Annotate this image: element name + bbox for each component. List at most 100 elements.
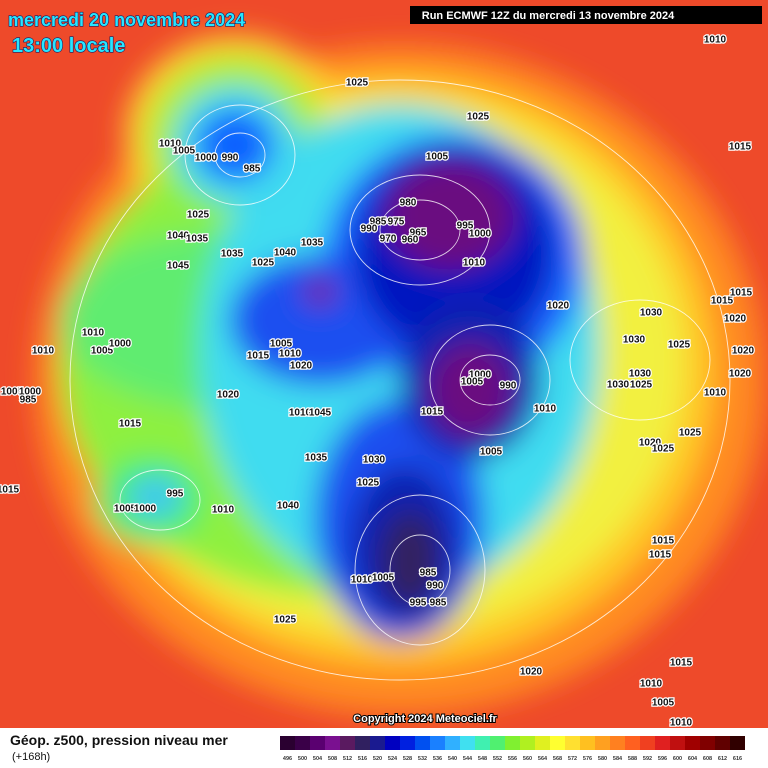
pressure-label: 1010	[640, 679, 663, 690]
colorbar-label: 504	[313, 756, 323, 762]
pressure-label: 1025	[346, 78, 369, 89]
colorbar-swatch	[430, 736, 445, 750]
pressure-label: 1040	[274, 248, 297, 259]
colorbar-label: 588	[628, 756, 637, 762]
pressure-label: 1000	[109, 339, 132, 350]
pressure-label: 1025	[652, 444, 675, 455]
pressure-label: 1015	[711, 296, 734, 307]
colorbar-label: 544	[463, 756, 473, 762]
colorbar-label: 568	[553, 756, 562, 762]
run-info: Run ECMWF 12Z du mercredi 13 novembre 20…	[422, 10, 675, 22]
pressure-label: 1015	[649, 550, 672, 561]
pressure-label: 1010	[704, 388, 727, 399]
pressure-label: 975	[388, 217, 405, 228]
pressure-label: 990	[427, 581, 444, 592]
legend-title: Géop. z500, pression niveau mer	[10, 732, 228, 748]
pressure-label: 1025	[630, 380, 653, 391]
colorbar-swatch	[355, 736, 370, 750]
pressure-label: 990	[222, 153, 239, 164]
pressure-label: 985	[430, 598, 447, 609]
pressure-label: 1010	[289, 408, 312, 419]
pressure-label: 1035	[186, 234, 209, 245]
pressure-label: 1005	[372, 573, 395, 584]
colorbar-label: 540	[448, 756, 457, 762]
pressure-label: 1035	[301, 238, 324, 249]
colorbar-swatch	[625, 736, 640, 750]
colorbar-label: 532	[418, 756, 427, 762]
pressure-label: 1035	[305, 453, 328, 464]
colorbar-swatch	[325, 736, 340, 750]
colorbar-swatch	[460, 736, 475, 750]
pressure-label: 1010	[82, 328, 105, 339]
legend-subtitle: (+168h)	[12, 751, 50, 763]
pressure-label: 1015	[670, 658, 693, 669]
pressure-label: 1015	[119, 419, 142, 430]
pressure-label: 985	[420, 568, 437, 579]
colorbar-label: 500	[298, 756, 307, 762]
colorbar-label: 584	[613, 756, 623, 762]
pressure-label: 1005	[426, 152, 449, 163]
colorbar: 496 500 504 508 512 516 520 524 528 532 536 540 544 5…	[280, 736, 745, 762]
colorbar-swatch	[565, 736, 580, 750]
colorbar-swatch	[730, 736, 745, 750]
title-time: 13:00 locale	[12, 35, 125, 57]
pressure-label: 1005	[114, 504, 137, 515]
colorbar-swatch	[535, 736, 550, 750]
colorbar-label: 564	[538, 756, 548, 762]
pressure-label: 1010	[212, 505, 235, 516]
colorbar-swatch	[415, 736, 430, 750]
colorbar-swatch	[280, 736, 295, 750]
pressure-label: 995	[410, 598, 427, 609]
colorbar-label: 552	[493, 756, 502, 762]
colorbar-label: 592	[643, 756, 652, 762]
pressure-label: 980	[400, 198, 417, 209]
pressure-label: 1035	[221, 249, 244, 260]
colorbar-swatch	[295, 736, 310, 750]
pressure-label: 1000	[19, 387, 42, 398]
pressure-label: 1000	[469, 370, 492, 381]
pressure-label: 990	[500, 381, 517, 392]
colorbar-swatch	[400, 736, 415, 750]
pressure-label: 1015	[730, 288, 753, 299]
colorbar-label: 612	[718, 756, 727, 762]
pressure-label: 1025	[252, 258, 275, 269]
colorbar-label: 536	[433, 756, 442, 762]
pressure-label: 985	[370, 217, 387, 228]
pressure-label: 960	[402, 235, 419, 246]
pressure-label: 1010	[159, 139, 182, 150]
pressure-label: 1020	[639, 438, 662, 449]
pressure-label: 1030	[607, 380, 630, 391]
pressure-label: 1020	[290, 361, 313, 372]
pressure-label: 1005	[461, 377, 484, 388]
pressure-label: 1015	[652, 536, 675, 547]
pressure-label: 1015	[421, 407, 444, 418]
colorbar-label: 512	[343, 756, 352, 762]
pressure-label: 1020	[217, 390, 240, 401]
colorbar-swatch	[655, 736, 670, 750]
pressure-label: 1010	[32, 346, 55, 357]
colorbar-label: 548	[478, 756, 487, 762]
pressure-label: 1025	[679, 428, 702, 439]
pressure-label: 1010	[463, 258, 486, 269]
pressure-label: 1005	[270, 339, 293, 350]
pressure-label: 1005	[652, 698, 675, 709]
pressure-label: 1030	[629, 369, 652, 380]
pressure-label: 1020	[520, 667, 543, 678]
colorbar-swatch	[580, 736, 595, 750]
colorbar-label: 496	[283, 756, 292, 762]
pressure-label: 1010	[351, 575, 374, 586]
colorbar-label: 524	[388, 756, 398, 762]
colorbar-label: 576	[583, 756, 592, 762]
pressure-label: 985	[244, 164, 261, 175]
colorbar-swatch	[520, 736, 535, 750]
pressure-label: 1000	[195, 153, 218, 164]
colorbar-swatch	[550, 736, 565, 750]
colorbar-swatch	[370, 736, 385, 750]
colorbar-label: 520	[373, 756, 382, 762]
pressure-label: 990	[361, 224, 378, 235]
colorbar-label: 516	[358, 756, 367, 762]
colorbar-label: 560	[523, 756, 532, 762]
colorbar-swatch	[700, 736, 715, 750]
